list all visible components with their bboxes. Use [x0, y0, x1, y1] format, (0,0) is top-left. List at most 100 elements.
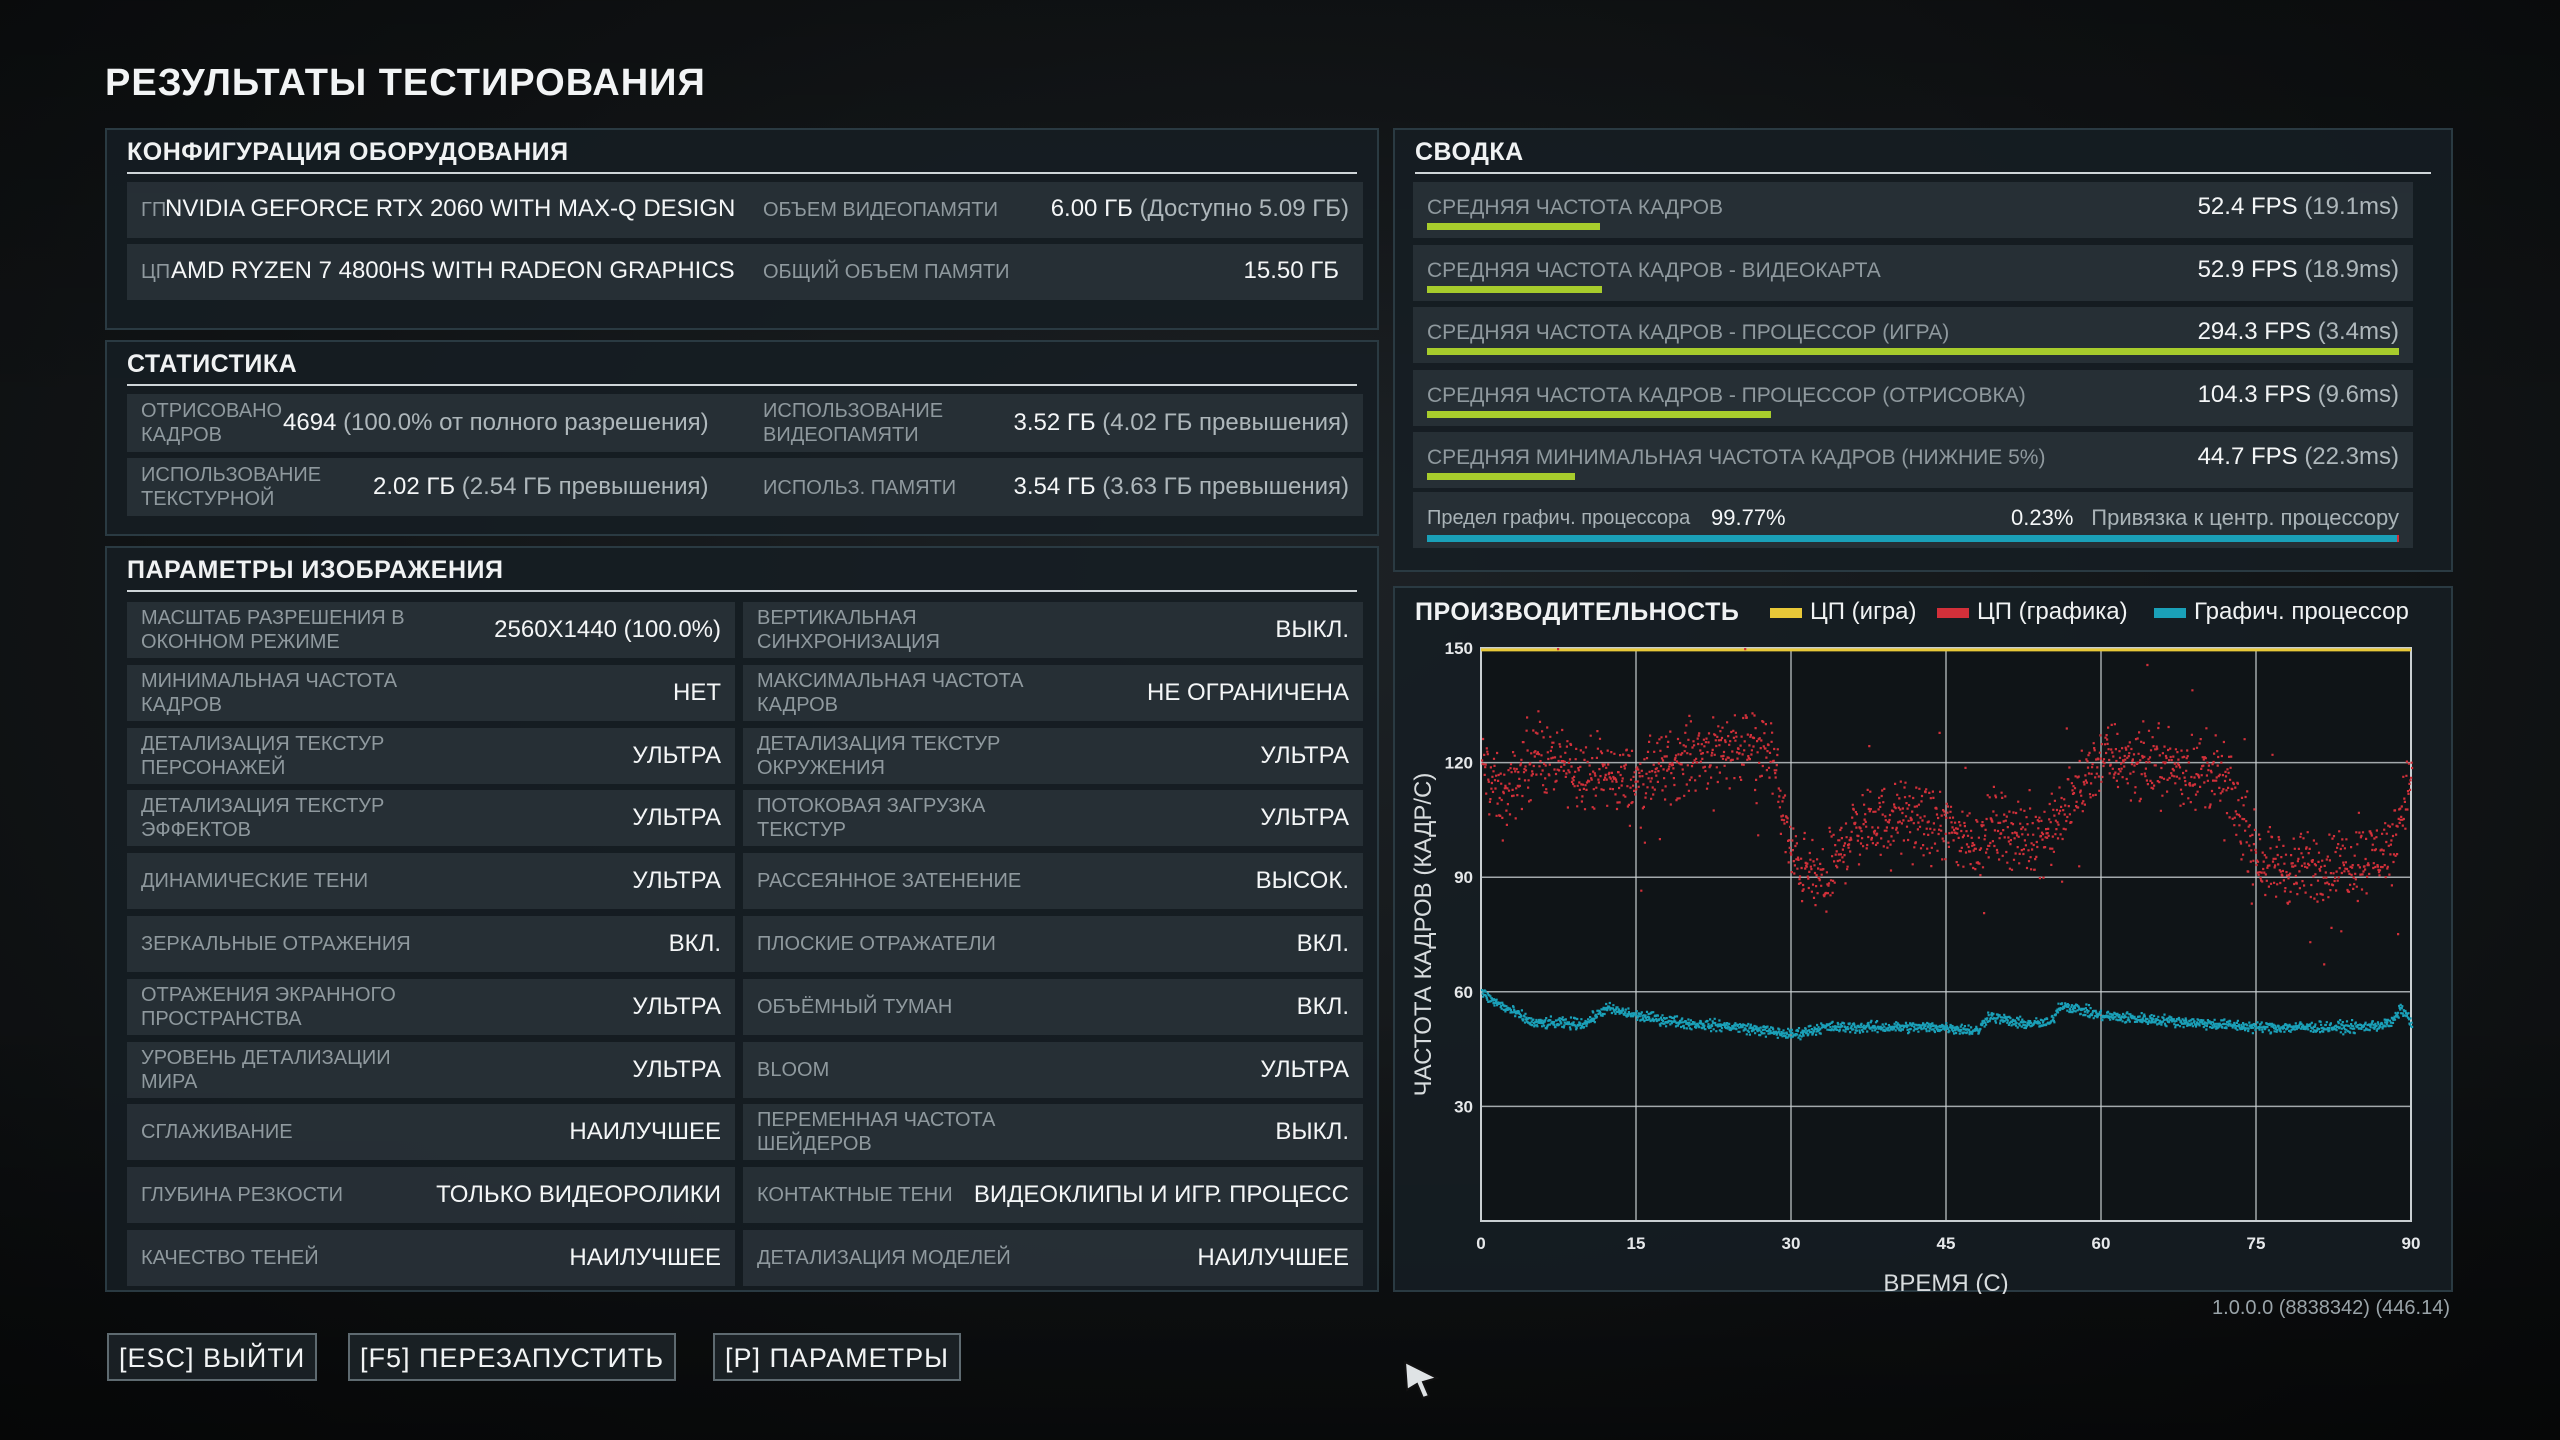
summary-fps: 104.3 FPS [2197, 380, 2311, 408]
summary-bar [1427, 285, 1602, 293]
graphics-setting-value: УЛЬТРА [1260, 804, 1349, 832]
exit-button[interactable]: [ESC] ВЫЙТИ [107, 1333, 318, 1381]
x-axis-label: ВРЕМЯ (С) [1883, 1270, 2008, 1294]
graphics-setting-value: УЛЬТРА [632, 804, 721, 832]
rendered-frames-label: ОТРИСОВАНО КАДРОВ [141, 400, 283, 446]
vram-use-value: 3.52 ГБ (4.02 ГБ превышения) [1013, 410, 1349, 436]
graphics-setting-label: РАССЕЯННОЕ ЗАТЕНЕНИЕ [757, 870, 1022, 893]
graphics-setting-row: ВЕРТИКАЛЬНАЯ СИНХРОНИЗАЦИЯ ВЫКЛ. [743, 602, 1363, 658]
vram-label: ОБЪЕМ ВИДЕОПАМЯТИ [763, 199, 998, 221]
x-tick-label: 60 [2092, 1234, 2111, 1253]
summary-ms: (3.4ms) [2317, 318, 2399, 345]
graphics-setting-label: ЗЕРКАЛЬНЫЕ ОТРАЖЕНИЯ [141, 933, 411, 955]
graphics-setting-row: ДЕТАЛИЗАЦИЯ ТЕКСТУР ЭФФЕКТОВ УЛЬТРА [127, 790, 735, 847]
graphics-setting-value: ВЫКЛ. [1275, 616, 1349, 643]
y-tick-label: 120 [1445, 754, 1473, 773]
graphics-setting-row: ЗЕРКАЛЬНЫЕ ОТРАЖЕНИЯ ВКЛ. [127, 916, 735, 972]
graphics-panel: ПАРАМЕТРЫ ИЗОБРАЖЕНИЯ МАСШТАБ РАЗРЕШЕНИЯ… [105, 546, 1379, 1292]
cpu-row: ЦП AMD RYZEN 7 4800HS WITH RADEON GRAPHI… [127, 244, 1363, 300]
page-title: РЕЗУЛЬТАТЫ ТЕСТИРОВАНИЯ [105, 62, 706, 104]
summary-bar [1427, 223, 1601, 230]
gpu-row: ГП NVIDIA GEFORCE RTX 2060 WITH MAX-Q DE… [127, 182, 1363, 238]
graphics-setting-label: ВЕРТИКАЛЬНАЯ СИНХРОНИЗАЦИЯ [757, 607, 940, 653]
stats-row-2: ИСПОЛЬЗОВАНИЕ ТЕКСТУРНОЙ 2.02 ГБ (2.54 Г… [127, 458, 1363, 516]
summary-panel: СВОДКА Предел графич. процессора 99.77% … [1393, 128, 2453, 572]
graphics-setting-label: ОБЪЁМНЫЙ ТУМАН [757, 995, 953, 1018]
summary-value: 104.3 FPS (9.6ms) [2197, 380, 2399, 408]
graphics-setting-value: НАИЛУЧШЕЕ [569, 1118, 721, 1146]
hardware-panel: КОНФИГУРАЦИЯ ОБОРУДОВАНИЯ ГП NVIDIA GEFO… [105, 128, 1379, 330]
graphics-setting-label: ДЕТАЛИЗАЦИЯ ТЕКСТУР ПЕРСОНАЖЕЙ [141, 732, 385, 779]
texture-use-value: 2.02 ГБ (2.54 ГБ превышения) [373, 474, 709, 500]
graphics-setting-row: ОБЪЁМНЫЙ ТУМАН ВКЛ. [743, 978, 1363, 1035]
graphics-setting-label: МАСШТАБ РАЗРЕШЕНИЯ В ОКОННОМ РЕЖИМЕ [141, 607, 405, 653]
legend-item: ЦП (графика) [1937, 598, 2128, 626]
memory-use-label: ИСПОЛЬЗ. ПАМЯТИ [763, 477, 957, 499]
graphics-setting-row: МАКСИМАЛЬНАЯ ЧАСТОТА КАДРОВ НЕ ОГРАНИЧЕНА [743, 664, 1363, 721]
graphics-setting-row: ПЕРЕМЕННАЯ ЧАСТОТА ШЕЙДЕРОВ ВЫКЛ. [743, 1104, 1363, 1161]
graphics-setting-label: ГЛУБИНА РЕЗКОСТИ [141, 1184, 344, 1207]
graphics-setting-value: ВЫКЛ. [1275, 1118, 1349, 1146]
graphics-setting-label: ПЕРЕМЕННАЯ ЧАСТОТА ШЕЙДЕРОВ [757, 1109, 996, 1156]
graphics-setting-row: ДЕТАЛИЗАЦИЯ ТЕКСТУР ПЕРСОНАЖЕЙ УЛЬТРА [127, 727, 735, 784]
version-label: 1.0.0.0 (8838342) (446.14) [2212, 1297, 2450, 1319]
summary-label: СРЕДНЯЯ ЧАСТОТА КАДРОВ - ВИДЕОКАРТА [1427, 258, 1881, 282]
cpu-bound-label: Привязка к центр. процессору [2091, 505, 2399, 530]
graphics-setting-label: ДИНАМИЧЕСКИЕ ТЕНИ [141, 870, 369, 893]
restart-button[interactable]: [F5] ПЕРЕЗАПУСТИТЬ [348, 1333, 677, 1381]
graphics-setting-value: 2560X1440 (100.0%) [494, 616, 721, 643]
y-tick-label: 30 [1454, 1097, 1473, 1116]
graphics-setting-label: КАЧЕСТВО ТЕНЕЙ [141, 1247, 319, 1269]
legend-label: Графич. процессор [2194, 598, 2409, 625]
summary-bar [1427, 473, 1575, 480]
x-tick-label: 90 [2402, 1234, 2421, 1253]
graphics-setting-row: ПЛОСКИЕ ОТРАЖАТЕЛИ ВКЛ. [743, 916, 1363, 972]
rendered-frames-note: (100.0% от полного разрешения) [343, 409, 709, 436]
legend-item: ЦП (игра) [1770, 598, 1917, 626]
graphics-setting-value: ВКЛ. [1296, 930, 1349, 957]
summary-label: СРЕДНЯЯ МИНИМАЛЬНАЯ ЧАСТОТА КАДРОВ (НИЖН… [1427, 446, 2046, 469]
series-cpu-render [1481, 648, 2414, 966]
cpu-value: AMD RYZEN 7 4800HS WITH RADEON GRAPHICS [171, 257, 735, 284]
graphics-setting-row: ПОТОКОВАЯ ЗАГРУЗКА ТЕКСТУР УЛЬТРА [743, 790, 1363, 847]
summary-row: СРЕДНЯЯ ЧАСТОТА КАДРОВ - ВИДЕОКАРТА 52.9 … [1413, 244, 2413, 301]
x-tick-label: 45 [1937, 1234, 1956, 1253]
memory-use-value: 3.54 ГБ (3.63 ГБ превышения) [1013, 474, 1349, 500]
summary-label: СРЕДНЯЯ ЧАСТОТА КАДРОВ - ПРОЦЕССОР (ИГРА… [1427, 321, 1950, 344]
hardware-title: КОНФИГУРАЦИЯ ОБОРУДОВАНИЯ [127, 138, 1357, 174]
graphics-setting-row: УРОВЕНЬ ДЕТАЛИЗАЦИИ МИРА УЛЬТРА [127, 1041, 735, 1098]
bound-bar-gpu-fill [1427, 535, 2397, 542]
graphics-setting-row: BLOOM УЛЬТРА [743, 1041, 1363, 1098]
params-button[interactable]: [P] ПАРАМЕТРЫ [713, 1333, 962, 1381]
graphics-setting-label: МАКСИМАЛЬНАЯ ЧАСТОТА КАДРОВ [757, 669, 1024, 716]
vram-value: 6.00 ГБ (Доступно 5.09 ГБ) [1051, 196, 1349, 222]
rendered-frames-value: 4694 (100.0% от полного разрешения) [283, 410, 709, 436]
summary-fps: 44.7 FPS [2197, 443, 2298, 470]
y-tick-label: 150 [1445, 639, 1473, 658]
gpu-bound-label: Предел графич. процессора [1427, 507, 1691, 529]
graphics-setting-row: КАЧЕСТВО ТЕНЕЙ НАИЛУЧШЕЕ [127, 1230, 735, 1286]
graphics-setting-label: ПОТОКОВАЯ ЗАГРУЗКА ТЕКСТУР [757, 795, 986, 842]
graphics-setting-value: ВЫСОК. [1255, 867, 1349, 895]
legend-label: ЦП (игра) [1810, 598, 1917, 625]
texture-use-amount: 2.02 ГБ [373, 473, 456, 500]
summary-fps: 52.9 FPS [2197, 255, 2298, 283]
graphics-setting-row: ДИНАМИЧЕСКИЕ ТЕНИ УЛЬТРА [127, 853, 735, 910]
summary-ms: (9.6ms) [2317, 380, 2399, 408]
legend-label: ЦП (графика) [1977, 598, 2128, 625]
summary-ms: (19.1ms) [2304, 193, 2399, 220]
stats-row-1: ОТРИСОВАНО КАДРОВ 4694 (100.0% от полног… [127, 394, 1363, 452]
legend-swatch [1937, 607, 1969, 618]
graphics-setting-value: НАИЛУЧШЕЕ [569, 1244, 721, 1271]
series-points [1481, 648, 2414, 966]
graphics-setting-row: КОНТАКТНЫЕ ТЕНИ ВИДЕОКЛИПЫ И ИГР. ПРОЦЕСС [743, 1167, 1363, 1224]
gpu-label: ГП [141, 199, 167, 221]
graphics-setting-label: ДЕТАЛИЗАЦИЯ МОДЕЛЕЙ [757, 1247, 1011, 1269]
texture-use-label: ИСПОЛЬЗОВАНИЕ ТЕКСТУРНОЙ [141, 464, 322, 510]
summary-title: СВОДКА [1415, 138, 2431, 174]
mem-value: 15.50 ГБ [1243, 257, 1339, 284]
mouse-cursor-icon [1403, 1360, 1440, 1400]
texture-use-note: (2.54 ГБ превышения) [461, 473, 709, 500]
x-tick-label: 30 [1782, 1234, 1801, 1253]
graphics-title: ПАРАМЕТРЫ ИЗОБРАЖЕНИЯ [127, 556, 1357, 592]
